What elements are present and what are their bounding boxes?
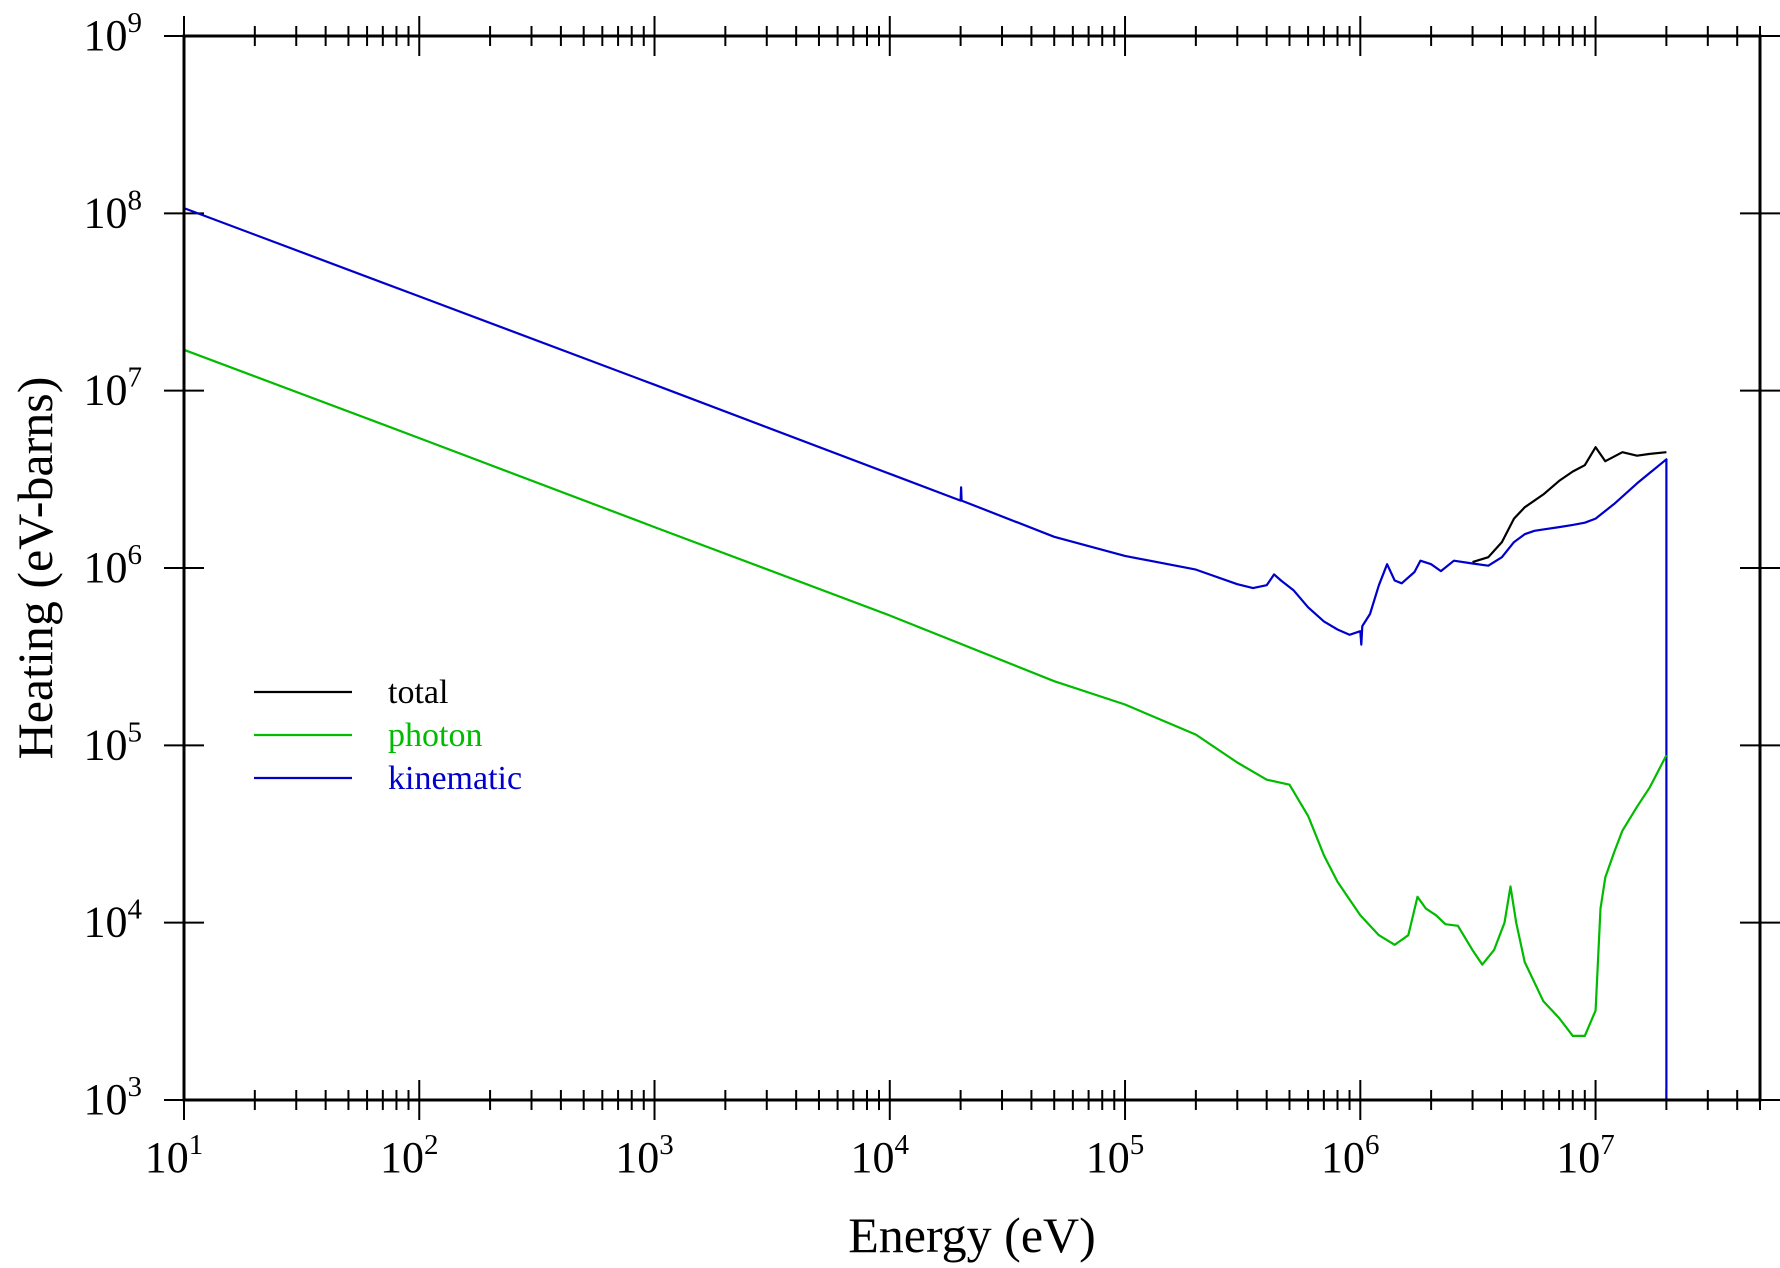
y-axis-title: Heating (eV-barns) [7, 377, 63, 760]
x-tick-label: 104 [851, 1129, 910, 1182]
plot-frame [182, 34, 1762, 1102]
legend-label-total: total [388, 674, 448, 711]
series-line-kinematic [183, 207, 1668, 1100]
y-tick-label: 105 [84, 716, 143, 769]
y-tick-label: 106 [84, 539, 143, 592]
y-tick-label: 104 [84, 894, 143, 947]
x-tick-label: 103 [615, 1129, 674, 1182]
y-tick-label: 107 [84, 362, 143, 415]
legend-label-photon: photon [388, 717, 482, 754]
plot-lines [183, 207, 1668, 1100]
x-tick-label: 101 [145, 1129, 204, 1182]
x-tick-label: 107 [1556, 1129, 1615, 1182]
legend: total photon kinematic [254, 674, 522, 797]
axis-ticks [164, 16, 1780, 1120]
legend-label-kinematic: kinematic [388, 760, 522, 797]
series-line-total [1472, 446, 1667, 564]
x-tick-label: 105 [1086, 1129, 1145, 1182]
series-line-photon [183, 348, 1668, 1037]
x-tick-label: 102 [380, 1129, 439, 1182]
y-tick-label: 108 [84, 184, 143, 237]
y-tick-label: 109 [84, 7, 143, 60]
tick-labels: 101 102 103 104 105 106 107 103 104 105 106 107 108 1… [84, 7, 1615, 1182]
x-axis-title: Energy (eV) [848, 1207, 1096, 1263]
x-tick-label: 106 [1321, 1129, 1380, 1182]
y-tick-label: 103 [84, 1071, 143, 1124]
